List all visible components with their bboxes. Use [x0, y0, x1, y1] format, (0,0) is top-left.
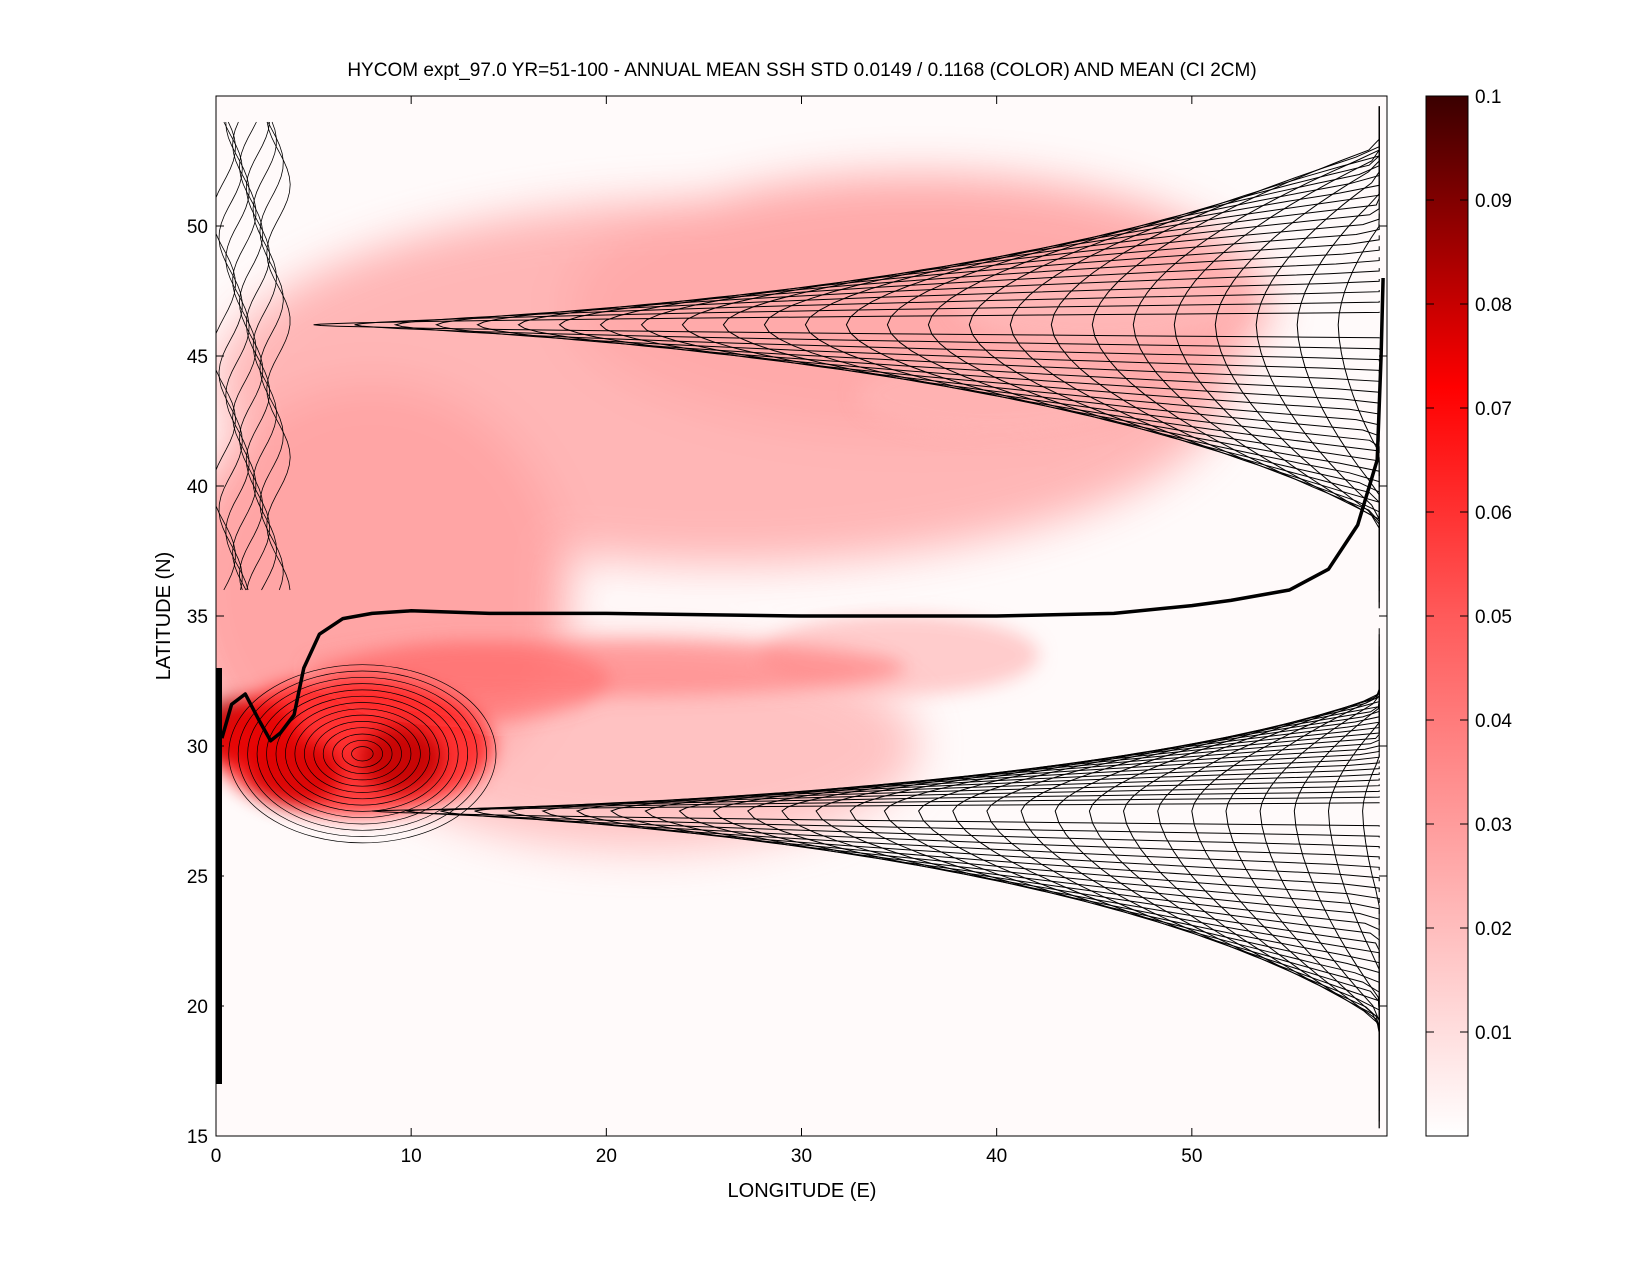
- y-tick-label: 30: [187, 737, 208, 758]
- std-maximum: [954, 264, 1235, 344]
- x-tick-label: 10: [401, 1146, 422, 1167]
- ssh-contour: [1362, 628, 1380, 1129]
- y-tick-label: 45: [187, 347, 208, 368]
- eddy-contour: [294, 708, 431, 800]
- ssh-contour: [506, 778, 1380, 871]
- x-axis-label: LONGITUDE (E): [728, 1180, 877, 1202]
- ssh-contour: [1132, 106, 1380, 568]
- ssh-contour: [266, 121, 291, 591]
- y-axis-label: LATITUDE (N): [153, 552, 175, 681]
- ssh-contour: [747, 736, 1380, 947]
- x-tick-label: 50: [1181, 1146, 1202, 1167]
- ssh-contour: [1122, 670, 1380, 1067]
- ssh-contour: [440, 790, 1380, 849]
- ssh-contour: [849, 718, 1380, 980]
- colorbar: 0.1 0.09 0.08 0.07 0.06 0.05 0.04 0.03 0.02 0.01: [1425, 87, 1512, 1137]
- y-axis: 15 20 25 30 35 40 45 50: [187, 217, 1387, 1148]
- eddy-contour: [256, 683, 469, 825]
- x-tick-label: 0: [211, 1146, 222, 1167]
- ssh-contour: [474, 784, 1380, 860]
- y-tick-label: 25: [187, 867, 208, 888]
- eddy-contour: [266, 689, 459, 819]
- ssh-contour: [1191, 658, 1380, 1089]
- ssh-contour: [678, 748, 1380, 925]
- x-tick-label: 40: [986, 1146, 1007, 1167]
- colorbar-tick-label: 0.04: [1475, 711, 1512, 732]
- ssh-contour: [1259, 646, 1380, 1111]
- ssh-contour: [815, 724, 1380, 969]
- ssh-contour: [1088, 676, 1380, 1056]
- eddy-contour: [303, 714, 421, 793]
- chart-title: HYCOM expt_97.0 YR=51-100 - ANNUAL MEAN …: [347, 60, 1256, 81]
- eddy-contour: [341, 739, 383, 768]
- eddy-contour: [228, 664, 497, 844]
- ssh-contour: [1225, 652, 1380, 1100]
- ssh-contour: [1337, 106, 1380, 609]
- ssh-contour: [393, 290, 1380, 362]
- y-tick-label: 35: [187, 607, 208, 628]
- y-tick-label: 20: [187, 997, 208, 1018]
- eddy-contour: [285, 702, 440, 806]
- colorbar-tick-label: 0.02: [1475, 919, 1512, 940]
- ssh-contour: [1173, 106, 1380, 580]
- eddy-contour: [322, 727, 402, 781]
- colorbar-tick-label: 0.07: [1475, 399, 1512, 420]
- y-tick-label: 15: [187, 1127, 208, 1148]
- plot-area: 0 10 20 30 40 50 15 20 25 30 35 40 45 50: [187, 95, 1388, 1167]
- ssh-contour: [845, 169, 1380, 488]
- ssh-contour: [1255, 106, 1380, 603]
- colorbar-tick-label: 0.1: [1475, 87, 1501, 108]
- ssh-contour: [476, 268, 1380, 385]
- std-maximum: [856, 355, 1137, 435]
- std-jet-streak: [306, 640, 907, 696]
- ssh-contour: [259, 121, 284, 591]
- eddy-contour: [332, 733, 393, 774]
- colorbar-tick-label: 0.08: [1475, 295, 1512, 316]
- eddy-contour: [313, 721, 412, 787]
- ssh-contour: [927, 148, 1380, 511]
- ssh-contour: [575, 766, 1380, 893]
- ssh-contour: [435, 279, 1380, 373]
- x-axis: 0 10 20 30 40 50: [211, 96, 1202, 1167]
- y-tick-label: 50: [187, 217, 208, 238]
- colorbar-tick-label: 0.09: [1475, 191, 1512, 212]
- ssh-contour: [1214, 106, 1380, 591]
- eddy-contour: [247, 676, 478, 831]
- ssh-contour: [640, 224, 1380, 431]
- colorbar-ticks: 0.1 0.09 0.08 0.07 0.06 0.05 0.04 0.03 0.02 0.01: [1426, 87, 1512, 1044]
- y-tick-label: 40: [187, 477, 208, 498]
- ssh-contour: [1050, 115, 1380, 545]
- colorbar-tick-label: 0.03: [1475, 815, 1512, 836]
- ssh-contour: [245, 121, 271, 591]
- ssh-contour: [1157, 664, 1380, 1078]
- ssh-contour: [722, 202, 1380, 454]
- eddy-contour: [275, 695, 450, 812]
- eddy-contour: [237, 670, 487, 837]
- ssh-contour: [517, 257, 1380, 396]
- ssh-contour: [541, 772, 1380, 882]
- ssh-contour: [763, 191, 1380, 465]
- colorbar-tick-label: 0.01: [1475, 1023, 1512, 1044]
- ssh-contour: [610, 760, 1380, 903]
- ssh-contour: [886, 158, 1380, 499]
- ssh-contour: [252, 121, 277, 591]
- std-core: [216, 676, 493, 816]
- eddy-contour: [351, 746, 374, 762]
- ssh-contour: [313, 311, 1380, 339]
- ssh-contour: [968, 137, 1380, 522]
- ssh-contour: [354, 300, 1380, 350]
- ssh-contour: [681, 213, 1380, 442]
- colorbar-tick-label: 0.05: [1475, 607, 1512, 628]
- ssh-contour: [599, 235, 1380, 419]
- ssh-contour: [883, 712, 1380, 991]
- ssh-contour: [1091, 106, 1380, 557]
- x-tick-label: 30: [791, 1146, 812, 1167]
- ssh-contour: [644, 754, 1380, 914]
- ssh-mean-contours: [216, 106, 1380, 1129]
- colorbar-tick-label: 0.06: [1475, 503, 1512, 524]
- ssh-contour: [781, 730, 1380, 958]
- zero-contour: [220, 277, 1385, 743]
- x-tick-label: 20: [596, 1146, 617, 1167]
